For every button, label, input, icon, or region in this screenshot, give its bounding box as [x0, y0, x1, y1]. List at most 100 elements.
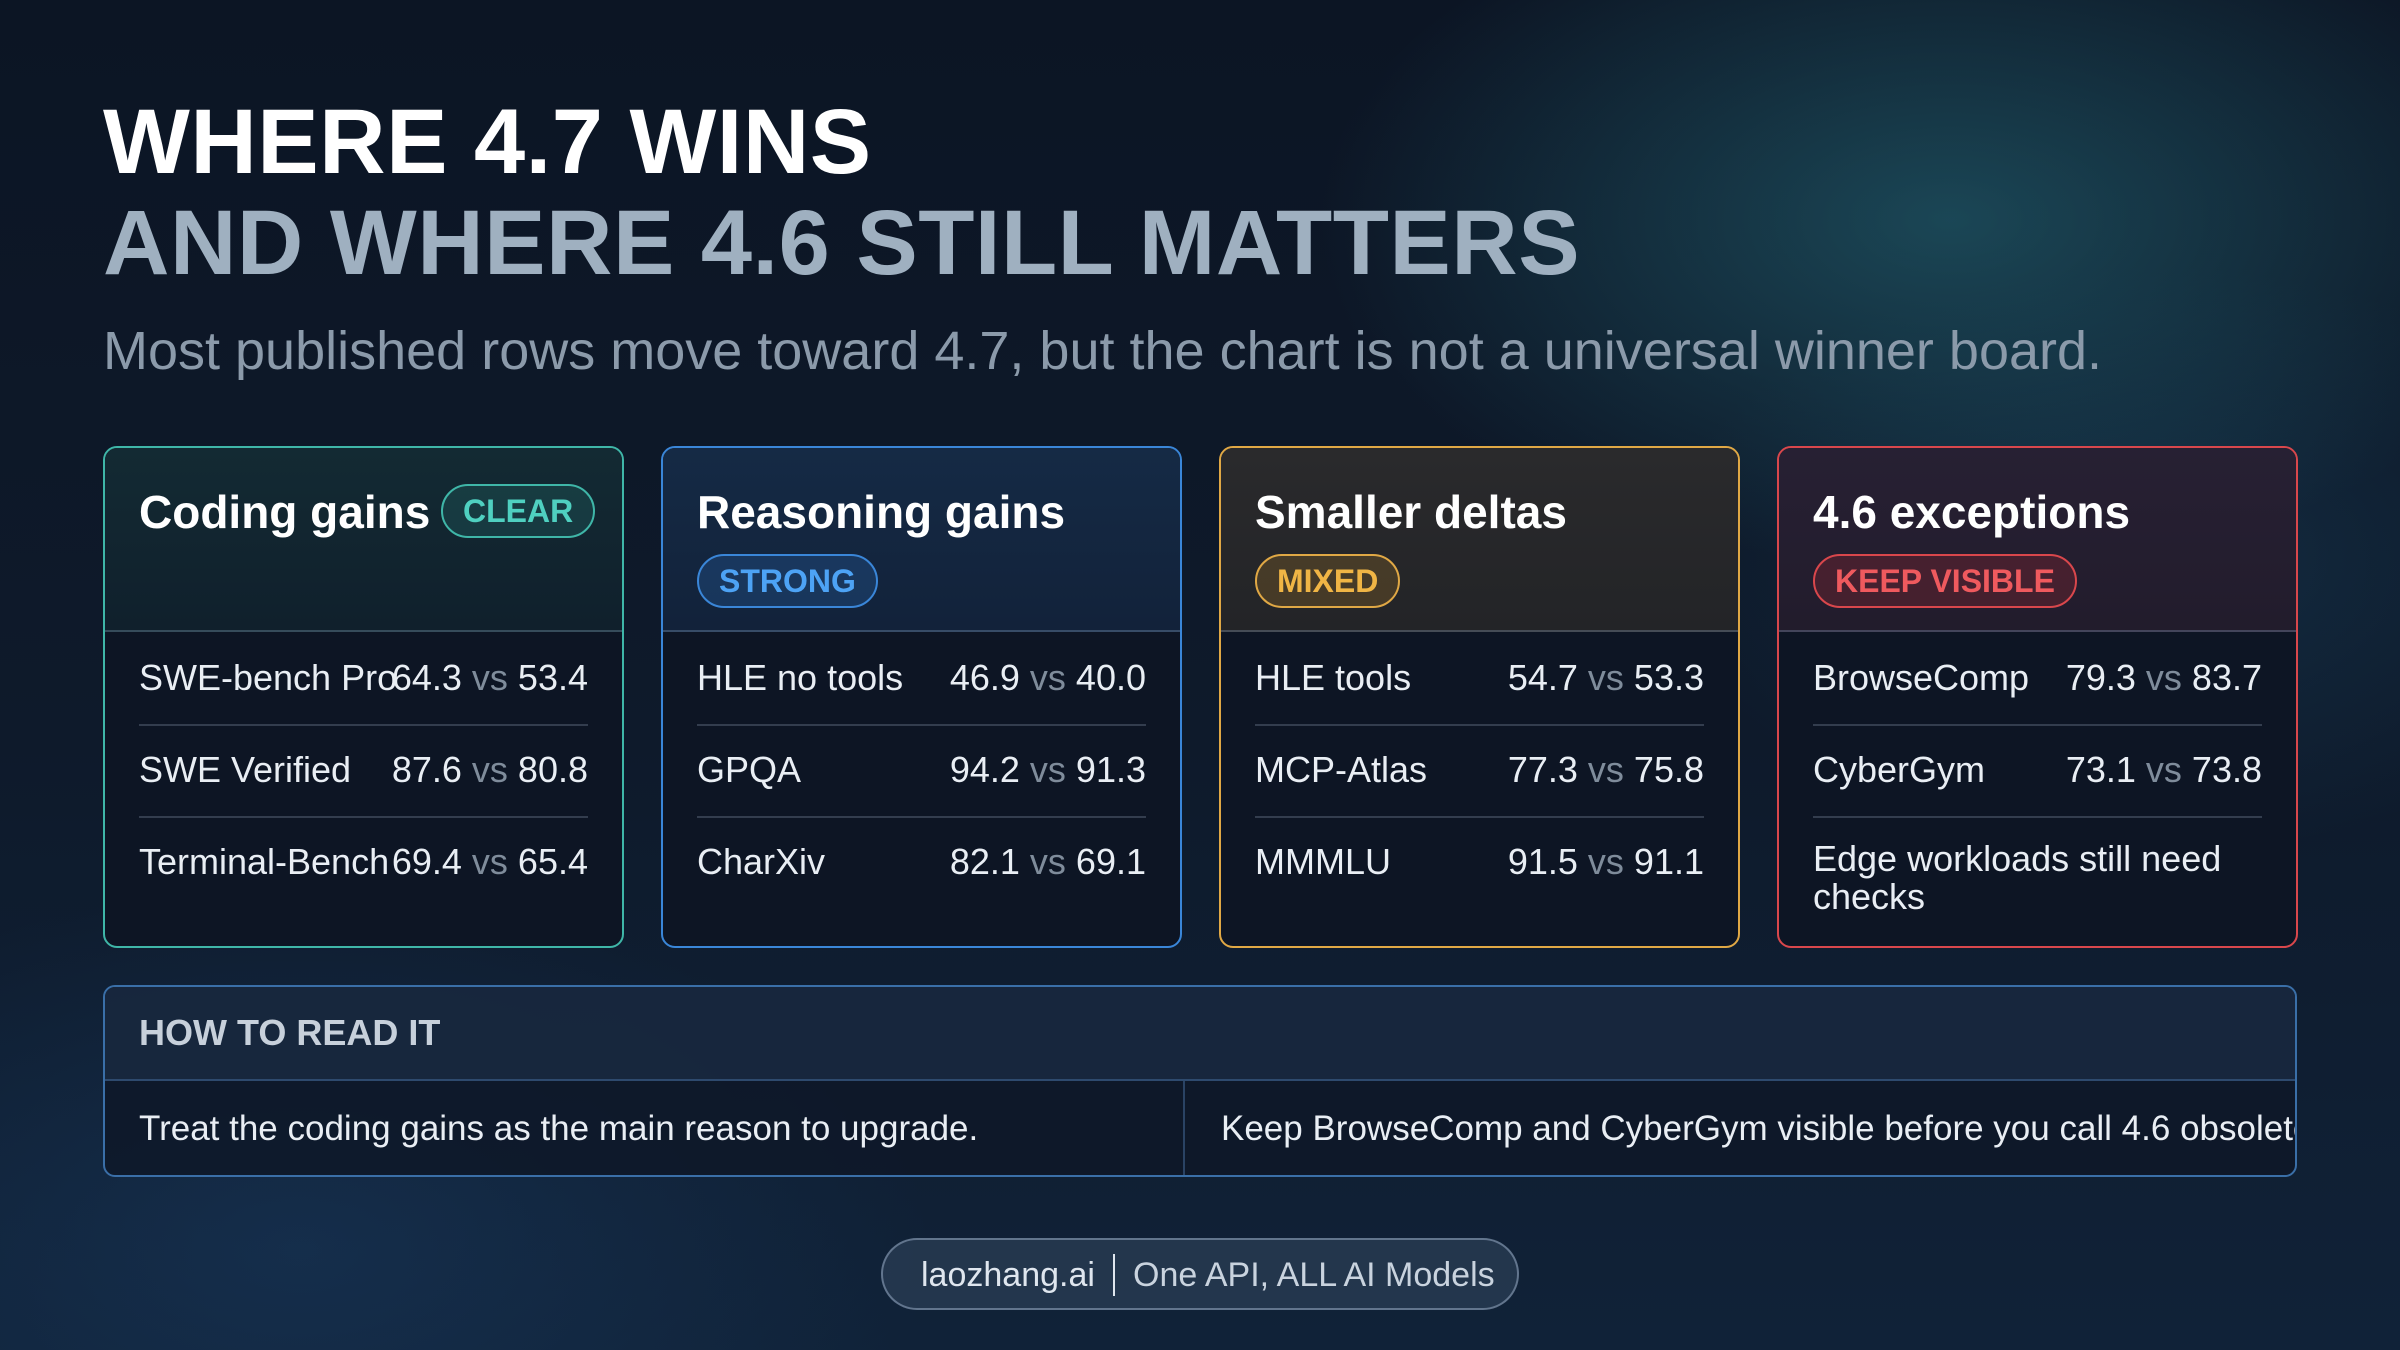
benchmark-list: HLE no tools 46.9 vs 40.0 GPQA 94.2 vs 9… — [697, 634, 1146, 910]
score-4-7: 46.9 — [949, 657, 1020, 698]
page-subtitle: Most published rows move toward 4.7, but… — [103, 321, 2103, 381]
status-badge: CLEAR — [441, 484, 596, 538]
vs-label: vs — [1029, 657, 1066, 698]
benchmark-scores: 54.7 vs 53.3 — [1508, 656, 1704, 700]
benchmark-name: MMMLU — [1255, 841, 1391, 882]
benchmark-name: GPQA — [697, 749, 802, 790]
card-4-6-exceptions: 4.6 exceptions KEEP VISIBLE BrowseComp 7… — [1777, 446, 2298, 948]
card-reasoning-gains: Reasoning gains STRONG HLE no tools 46.9… — [661, 446, 1182, 948]
vs-label: vs — [1587, 841, 1624, 882]
status-badge: KEEP VISIBLE — [1813, 554, 2077, 608]
benchmark-scores: 91.5 vs 91.1 — [1508, 840, 1704, 884]
brand-name: laozhang.ai — [921, 1256, 1095, 1294]
infographic: WHERE 4.7 WINS AND WHERE 4.6 STILL MATTE… — [103, 0, 2298, 1350]
vs-label: vs — [1029, 749, 1066, 790]
card-header: Reasoning gains STRONG — [663, 448, 1180, 632]
benchmark-scores: 79.3 vs 83.7 — [2066, 656, 2262, 700]
benchmark-list: HLE tools 54.7 vs 53.3 MCP-Atlas 77.3 vs… — [1255, 634, 1704, 910]
benchmark-name: Terminal-Bench — [139, 841, 390, 882]
score-4-7: 73.1 — [2065, 749, 2136, 790]
benchmark-scores: 94.2 vs 91.3 — [950, 748, 1146, 792]
benchmark-scores: 64.3 vs 53.4 — [392, 656, 588, 700]
benchmark-row: GPQA 94.2 vs 91.3 — [697, 726, 1146, 818]
benchmark-list: SWE-bench Pro 64.3 vs 53.4 SWE Verified … — [139, 634, 588, 910]
benchmark-row: CyberGym 73.1 vs 73.8 — [1813, 726, 2262, 818]
benchmark-row: SWE Verified 87.6 vs 80.8 — [139, 726, 588, 818]
benchmark-name: CharXiv — [697, 841, 826, 882]
card-title: Coding gains — [139, 486, 431, 538]
score-4-6: 75.8 — [1633, 749, 1704, 790]
score-4-7: 91.5 — [1507, 841, 1578, 882]
how-to-read-panel: HOW TO READ IT Treat the coding gains as… — [103, 985, 2297, 1177]
brand-tagline: One API, ALL AI Models — [1133, 1256, 1495, 1294]
score-4-7: 94.2 — [949, 749, 1020, 790]
benchmark-scores: 77.3 vs 75.8 — [1508, 748, 1704, 792]
card-header: Smaller deltas MIXED — [1221, 448, 1738, 632]
score-4-7: 64.3 — [391, 657, 462, 698]
score-4-7: 87.6 — [391, 749, 462, 790]
benchmark-row: BrowseComp 79.3 vs 83.7 — [1813, 634, 2262, 726]
score-4-7: 82.1 — [949, 841, 1020, 882]
score-4-6: 83.7 — [2191, 657, 2262, 698]
benchmark-row: HLE tools 54.7 vs 53.3 — [1255, 634, 1704, 726]
vs-label: vs — [1587, 749, 1624, 790]
benchmark-name: HLE tools — [1255, 657, 1412, 698]
vs-label: vs — [471, 657, 508, 698]
score-4-6: 91.1 — [1633, 841, 1704, 882]
panel-header: HOW TO READ IT — [105, 987, 2295, 1081]
score-4-6: 69.1 — [1075, 841, 1146, 882]
status-badge: STRONG — [697, 554, 878, 608]
page-title-line-1: WHERE 4.7 WINS — [103, 91, 872, 193]
card-header: Coding gains CLEAR — [105, 448, 622, 632]
benchmark-scores: 69.4 vs 65.4 — [392, 840, 588, 884]
benchmark-row: Terminal-Bench 69.4 vs 65.4 — [139, 818, 588, 910]
score-4-6: 73.8 — [2191, 749, 2262, 790]
benchmark-name: CyberGym — [1813, 749, 1986, 790]
card-title: Reasoning gains — [697, 486, 1066, 538]
card-header: 4.6 exceptions KEEP VISIBLE — [1779, 448, 2296, 632]
benchmark-name: SWE-bench Pro — [139, 657, 398, 698]
score-4-6: 53.3 — [1633, 657, 1704, 698]
benchmark-name: SWE Verified — [139, 749, 352, 790]
vs-label: vs — [2145, 657, 2182, 698]
score-4-7: 79.3 — [2065, 657, 2136, 698]
card-title: 4.6 exceptions — [1813, 486, 2131, 538]
column-divider — [1183, 1081, 1185, 1175]
card-note: Edge workloads still need checks — [1813, 838, 2222, 917]
card-title: Smaller deltas — [1255, 486, 1567, 538]
benchmark-row: MMMLU 91.5 vs 91.1 — [1255, 818, 1704, 910]
score-4-6: 53.4 — [517, 657, 588, 698]
footer-pill: laozhang.ai One API, ALL AI Models — [881, 1238, 1519, 1310]
score-4-7: 69.4 — [391, 841, 462, 882]
status-badge: MIXED — [1255, 554, 1401, 608]
score-4-7: 54.7 — [1507, 657, 1578, 698]
benchmark-row: HLE no tools 46.9 vs 40.0 — [697, 634, 1146, 726]
benchmark-name: HLE no tools — [697, 657, 904, 698]
benchmark-name: MCP-Atlas — [1255, 749, 1428, 790]
card-smaller-deltas: Smaller deltas MIXED HLE tools 54.7 vs 5… — [1219, 446, 1740, 948]
benchmark-scores: 82.1 vs 69.1 — [950, 840, 1146, 884]
card-coding-gains: Coding gains CLEAR SWE-bench Pro 64.3 vs… — [103, 446, 624, 948]
vs-label: vs — [2145, 749, 2182, 790]
benchmark-scores: 46.9 vs 40.0 — [950, 656, 1146, 700]
vs-label: vs — [471, 841, 508, 882]
benchmark-name: BrowseComp — [1813, 657, 2030, 698]
score-4-6: 65.4 — [517, 841, 588, 882]
category-cards: Coding gains CLEAR SWE-bench Pro 64.3 vs… — [103, 446, 2298, 948]
score-4-6: 91.3 — [1075, 749, 1146, 790]
benchmark-scores: 87.6 vs 80.8 — [392, 748, 588, 792]
guidance-left: Treat the coding gains as the main reaso… — [139, 1109, 979, 1148]
score-4-6: 40.0 — [1075, 657, 1146, 698]
benchmark-row: SWE-bench Pro 64.3 vs 53.4 — [139, 634, 588, 726]
vs-label: vs — [1029, 841, 1066, 882]
benchmark-row: CharXiv 82.1 vs 69.1 — [697, 818, 1146, 910]
vs-label: vs — [471, 749, 508, 790]
benchmark-row: MCP-Atlas 77.3 vs 75.8 — [1255, 726, 1704, 818]
benchmark-list: BrowseComp 79.3 vs 83.7 CyberGym 73.1 vs… — [1813, 634, 2262, 916]
note-row: Edge workloads still need checks — [1813, 818, 2262, 916]
benchmark-scores: 73.1 vs 73.8 — [2066, 748, 2262, 792]
footer-separator — [1113, 1254, 1115, 1296]
panel-title: HOW TO READ IT — [139, 1012, 441, 1053]
guidance-right: Keep BrowseComp and CyberGym visible bef… — [1221, 1109, 2297, 1148]
vs-label: vs — [1587, 657, 1624, 698]
